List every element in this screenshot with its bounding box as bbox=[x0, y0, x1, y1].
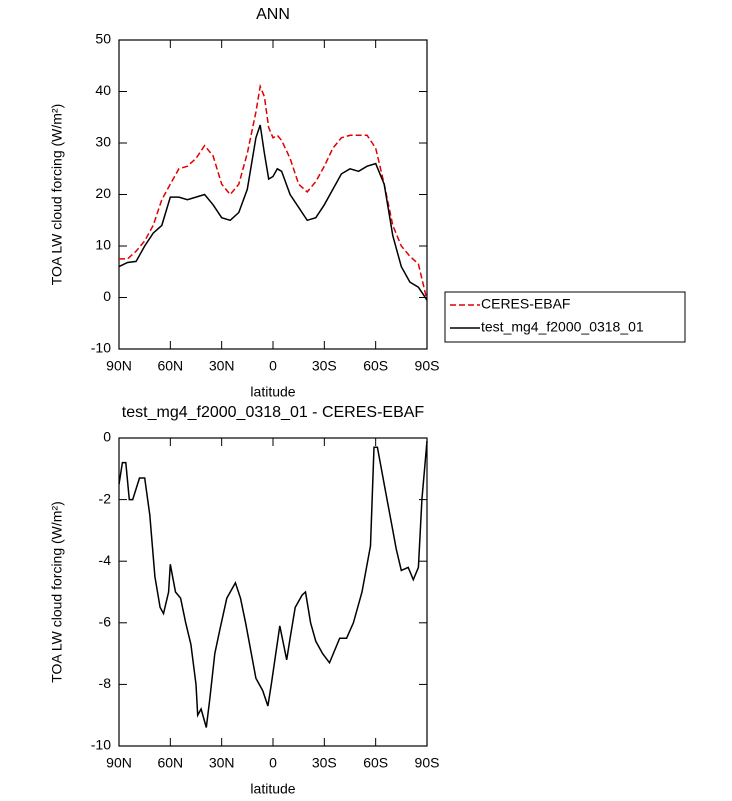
y-tick-label: 0 bbox=[103, 288, 111, 304]
x-axis-label: latitude bbox=[250, 384, 295, 400]
y-tick-label: -4 bbox=[99, 552, 112, 568]
chart-title: test_mg4_f2000_0318_01 - CERES-EBAF bbox=[122, 404, 425, 421]
x-tick-label: 60N bbox=[157, 358, 183, 374]
data-line bbox=[118, 441, 428, 728]
x-tick-label: 60S bbox=[363, 358, 388, 374]
x-tick-label: 90S bbox=[415, 755, 440, 771]
x-tick-label: 30N bbox=[209, 358, 235, 374]
y-tick-label: -10 bbox=[91, 737, 111, 753]
legend-box bbox=[444, 291, 686, 343]
x-axis-label: latitude bbox=[250, 781, 295, 797]
x-tick-label: 90N bbox=[106, 755, 132, 771]
y-tick-label: -6 bbox=[99, 614, 112, 630]
y-tick-label: -2 bbox=[99, 490, 112, 506]
x-tick-label: 30S bbox=[312, 358, 337, 374]
plot-frame bbox=[118, 437, 428, 747]
data-line bbox=[119, 83, 428, 301]
y-axis-label: TOA LW cloud forcing (W/m²) bbox=[49, 104, 65, 286]
legend-label: test_mg4_f2000_0318_01 bbox=[481, 319, 644, 335]
y-tick-label: 0 bbox=[103, 429, 111, 445]
x-tick-label: 30S bbox=[312, 755, 337, 771]
x-tick-label: 0 bbox=[269, 755, 277, 771]
x-tick-label: 30N bbox=[209, 755, 235, 771]
x-tick-label: 90N bbox=[106, 358, 132, 374]
y-tick-label: 30 bbox=[95, 134, 111, 150]
y-tick-label: -10 bbox=[91, 340, 111, 356]
data-line bbox=[118, 124, 428, 301]
chart-title: ANN bbox=[256, 6, 290, 23]
x-tick-label: 60S bbox=[363, 755, 388, 771]
x-tick-label: 90S bbox=[415, 358, 440, 374]
y-tick-label: -8 bbox=[99, 675, 112, 691]
x-tick-label: 0 bbox=[269, 358, 277, 374]
y-axis-label: TOA LW cloud forcing (W/m²) bbox=[49, 501, 65, 683]
y-tick-label: 50 bbox=[95, 31, 111, 47]
legend-label: CERES-EBAF bbox=[481, 296, 570, 312]
y-tick-label: 10 bbox=[95, 237, 111, 253]
y-tick-label: 40 bbox=[95, 82, 111, 98]
y-tick-label: 20 bbox=[95, 185, 111, 201]
x-tick-label: 60N bbox=[157, 755, 183, 771]
